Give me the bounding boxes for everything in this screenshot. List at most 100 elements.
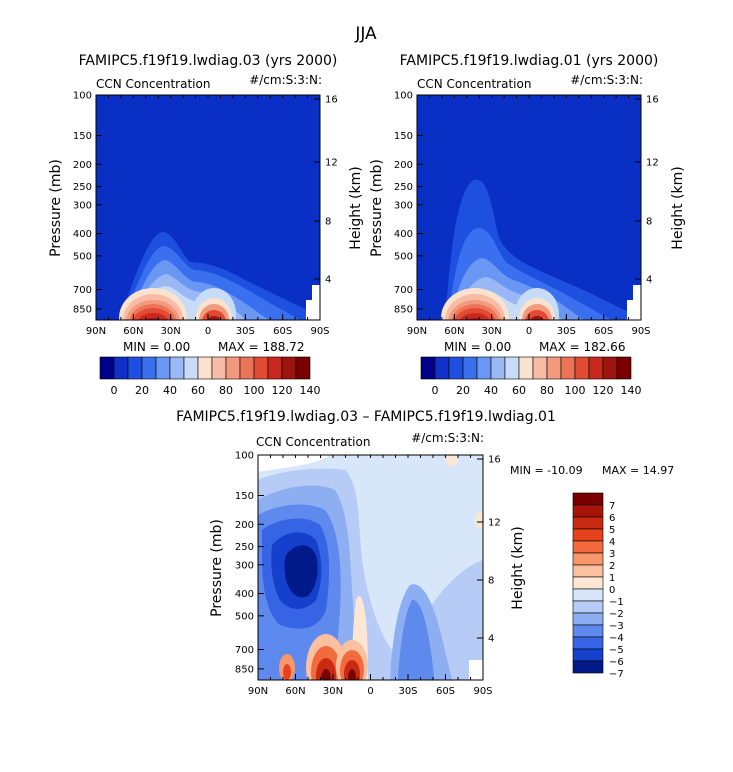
units-label: #/cm:S:3:N:: [570, 73, 643, 87]
x-tick-label: 60S: [436, 686, 455, 697]
y2-tick-label: 8: [488, 576, 494, 587]
colorbar-label: 80: [540, 384, 554, 397]
panel-title: FAMIPC5.f19f19.lwdiag.03 – FAMIPC5.f19f1…: [176, 409, 556, 425]
units-label: #/cm:S:3:N:: [249, 73, 322, 87]
colorbar-swatch: [572, 612, 604, 626]
topography-mask: [633, 285, 641, 300]
y-tick-label: 500: [235, 611, 254, 622]
colorbar-label: 6: [609, 513, 615, 524]
colorbar-label: 60: [191, 384, 205, 397]
contour-band: [283, 664, 291, 680]
x-tick-label: 30S: [557, 326, 576, 337]
colorbar-label: 100: [244, 384, 265, 397]
x-tick-label: 30N: [161, 326, 181, 337]
contour-band: [525, 310, 549, 320]
colorbar-label: 0: [432, 384, 439, 397]
y-tick-label: 400: [235, 589, 254, 600]
y-tick-label: 300: [235, 560, 254, 571]
x-axis: 90N 60N 30N 0 30S 60S 90S: [248, 455, 493, 697]
x-tick-label: 60S: [594, 326, 613, 337]
colorbar-label: 100: [565, 384, 586, 397]
y-tick-label: 150: [394, 131, 413, 142]
min-label: MIN = -10.09: [510, 464, 583, 477]
y-tick-label: 250: [73, 182, 92, 193]
colorbar-swatch: [169, 356, 185, 380]
contour-band: [475, 512, 483, 528]
contour-band: [137, 313, 169, 320]
y-tick-label: 200: [394, 160, 413, 171]
colorbar-label: −1: [609, 597, 624, 608]
colorbar-label: 7: [609, 501, 615, 512]
y-tick-label: 200: [235, 520, 254, 531]
colorbar-swatch: [253, 356, 269, 380]
y-tick-label: 100: [394, 91, 413, 102]
colorbar-swatch: [616, 356, 632, 380]
colorbar-swatch: [239, 356, 255, 380]
x-tick-label: 90S: [310, 326, 329, 337]
colorbar-label: −6: [609, 657, 624, 668]
colorbar-swatch: [113, 356, 129, 380]
y-tick-label: 700: [235, 645, 254, 656]
contour-band: [530, 316, 544, 320]
max-label: MAX = 14.97: [602, 464, 674, 477]
colorbar-swatch: [602, 356, 618, 380]
colorbar-swatch: [560, 356, 576, 380]
colorbar: 0 20 40 60 80 100 120 140: [420, 356, 642, 397]
colorbar-swatch: [572, 492, 604, 506]
colorbar-label: 120: [593, 384, 614, 397]
colorbar-label: 20: [456, 384, 470, 397]
contour-band: [348, 669, 356, 680]
colorbar-label: 1: [609, 573, 615, 584]
colorbar-label: −5: [609, 645, 624, 656]
colorbar-swatch: [572, 528, 604, 542]
colorbar-label: 0: [111, 384, 118, 397]
contour-fill: [441, 179, 641, 320]
y2-tick-label: 16: [488, 455, 501, 466]
y-axis: 100 150 200 250 300 400 500 700 850: [235, 451, 264, 675]
contour-band: [207, 316, 221, 320]
colorbar-label: 140: [621, 384, 642, 397]
colorbar-label: 80: [219, 384, 233, 397]
colorbar-label: 140: [300, 384, 321, 397]
colorbar-label: 2: [609, 561, 615, 572]
colorbar-swatch: [141, 356, 157, 380]
x-tick-label: 60N: [123, 326, 143, 337]
contour-band: [146, 322, 160, 332]
y-tick-label: 150: [73, 131, 92, 142]
page-title: JJA: [354, 24, 377, 44]
x-tick-label: 0: [205, 326, 211, 337]
colorbar-swatch: [448, 356, 464, 380]
field-label: CCN Concentration: [417, 77, 531, 91]
y2-tick-label: 16: [325, 95, 338, 106]
colorbar-swatch: [225, 356, 241, 380]
y2-axis-label: Height (km): [670, 166, 686, 249]
colorbar-label: −3: [609, 621, 624, 632]
contour-band: [321, 669, 331, 680]
colorbar: 0 20 40 60 80 100 120 140: [99, 356, 321, 397]
colorbar-label: −4: [609, 633, 624, 644]
colorbar-swatch: [211, 356, 227, 380]
y-axis: 100 150 200 250 300 400 500 700 850: [73, 91, 102, 315]
y-tick-label: 500: [73, 251, 92, 262]
colorbar-label: 60: [512, 384, 526, 397]
y-tick-label: 100: [73, 91, 92, 102]
y2-axis-label: Height (km): [510, 526, 526, 609]
colorbar-label: 4: [609, 537, 615, 548]
y2-axis: 16 12 8 4: [477, 455, 501, 645]
colorbar-swatch: [572, 636, 604, 650]
colorbar-label: 120: [272, 384, 293, 397]
x-tick-label: 90S: [631, 326, 650, 337]
colorbar-swatch: [490, 356, 506, 380]
y-tick-label: 850: [394, 304, 413, 315]
y-tick-label: 700: [394, 285, 413, 296]
y2-tick-label: 4: [646, 275, 652, 286]
y2-tick-label: 12: [488, 518, 501, 529]
colorbar-swatch: [572, 552, 604, 566]
topography-mask: [627, 300, 641, 320]
colorbar-swatch: [197, 356, 213, 380]
y-tick-label: 300: [73, 200, 92, 211]
x-tick-label: 60S: [273, 326, 292, 337]
colorbar-swatch: [588, 356, 604, 380]
y2-tick-label: 12: [646, 158, 659, 169]
